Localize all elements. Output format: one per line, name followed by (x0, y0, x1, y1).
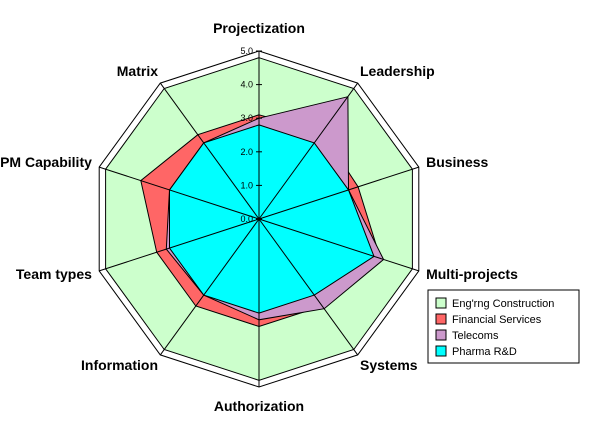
legend: Eng'rng Construction Financial Services Te… (427, 289, 580, 364)
tick-label: 0.0 (240, 214, 253, 224)
axis-label: Multi-projects (426, 266, 518, 282)
axis-label: Team types (16, 266, 92, 282)
series-layer (105, 57, 413, 381)
grid-layer: 0.0 1.0 2.0 3.0 4.0 5.0 (98, 46, 420, 388)
axis-label: Systems (360, 357, 418, 373)
legend-box (427, 289, 580, 364)
axis-label: Business (426, 154, 488, 170)
legend-swatch (435, 329, 447, 341)
spoke-6 (159, 218, 260, 356)
legend-swatch (435, 297, 447, 309)
legend-label: Financial Services (452, 314, 542, 326)
legend-label: Pharma R&D (452, 346, 517, 358)
legend-swatch (435, 345, 447, 357)
tick-label: 3.0 (240, 113, 253, 123)
legend-items: Eng'rng Construction Financial Services Te… (435, 297, 554, 358)
legend-label: Telecoms (452, 330, 499, 342)
spoke-3 (258, 218, 419, 272)
spoke-2 (258, 166, 419, 220)
spoke-8 (99, 166, 260, 220)
axis-label: Matrix (117, 63, 158, 79)
spoke-1 (258, 82, 359, 220)
spoke-9 (159, 82, 260, 220)
axis-label: Leadership (360, 63, 435, 79)
tick-label: 4.0 (240, 80, 253, 90)
axis-label: Information (81, 357, 158, 373)
tick-label: 1.0 (240, 180, 253, 190)
axis-label: Authorization (214, 398, 304, 414)
label-layer: Projectization Leadership Business Multi-pr… (0, 20, 518, 414)
tick-label: 5.0 (240, 46, 253, 56)
spoke-4 (258, 218, 359, 356)
spoke-7 (99, 218, 260, 272)
axis-label: PM Capability (0, 154, 92, 170)
axis-label: Projectization (213, 20, 305, 36)
tick-label: 2.0 (240, 147, 253, 157)
legend-swatch (435, 313, 447, 325)
legend-label: Eng'rng Construction (452, 298, 554, 310)
